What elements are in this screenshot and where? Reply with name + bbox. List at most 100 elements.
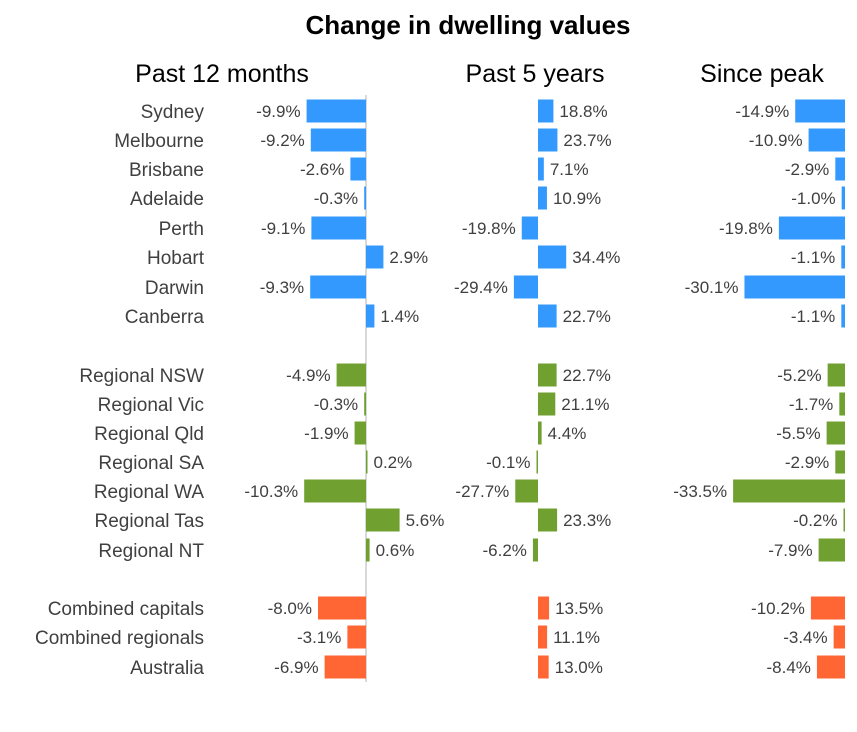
- data-label: 1.4%: [380, 307, 419, 326]
- category-label: Perth: [159, 219, 204, 240]
- data-label: -6.2%: [482, 541, 526, 560]
- bar: [538, 157, 544, 181]
- bar: [366, 508, 400, 532]
- category-label: Adelaide: [130, 189, 204, 210]
- data-label: -2.9%: [785, 160, 829, 179]
- bar: [366, 304, 375, 328]
- category-label: Hobart: [147, 248, 205, 269]
- data-label: 18.8%: [559, 102, 607, 121]
- data-label: -5.2%: [777, 366, 821, 385]
- data-label: -33.5%: [673, 482, 727, 501]
- bar: [538, 363, 557, 387]
- bar: [336, 363, 366, 387]
- data-label: -2.6%: [300, 160, 344, 179]
- category-label: Sydney: [141, 102, 205, 123]
- bar: [538, 304, 557, 328]
- category-label: Combined regionals: [35, 628, 204, 649]
- data-label: 10.9%: [553, 189, 601, 208]
- bar: [366, 245, 384, 269]
- data-label: -9.2%: [260, 131, 304, 150]
- bar: [841, 245, 845, 269]
- category-label: Regional Qld: [94, 424, 204, 445]
- bar: [538, 186, 547, 210]
- data-label: 23.7%: [563, 131, 611, 150]
- category-label: Regional NSW: [79, 366, 204, 387]
- bar: [311, 216, 366, 240]
- data-label: -29.4%: [454, 278, 508, 297]
- bar: [538, 421, 542, 445]
- category-label: Regional NT: [98, 541, 204, 562]
- data-label: -6.9%: [274, 658, 318, 677]
- data-label: 0.2%: [374, 453, 413, 472]
- bar: [513, 275, 538, 299]
- bar: [354, 421, 366, 445]
- data-label: 22.7%: [563, 366, 611, 385]
- data-label: -0.2%: [793, 511, 837, 530]
- data-label: -9.9%: [256, 102, 300, 121]
- data-label: -4.9%: [286, 366, 330, 385]
- bar: [538, 655, 549, 679]
- bar: [827, 363, 845, 387]
- data-label: -0.3%: [314, 189, 358, 208]
- category-label: Regional Tas: [94, 511, 204, 532]
- panel-title-since-peak: Since peak: [700, 60, 824, 88]
- bar: [536, 450, 538, 474]
- data-label: -1.1%: [791, 307, 835, 326]
- data-label: -19.8%: [462, 219, 516, 238]
- bar: [833, 625, 845, 649]
- category-label: Darwin: [145, 278, 204, 299]
- category-label: Regional SA: [98, 453, 204, 474]
- bar: [324, 655, 366, 679]
- data-label: -2.9%: [785, 453, 829, 472]
- data-label: 7.1%: [550, 160, 589, 179]
- bar: [350, 157, 366, 181]
- data-label: 23.3%: [563, 511, 611, 530]
- bar: [816, 655, 845, 679]
- bar: [538, 508, 558, 532]
- category-label: Melbourne: [114, 131, 204, 152]
- bar: [538, 392, 556, 416]
- data-label: -30.1%: [685, 278, 739, 297]
- data-label: 22.7%: [563, 307, 611, 326]
- bar: [835, 157, 845, 181]
- data-label: -0.1%: [486, 453, 530, 472]
- category-label: Brisbane: [129, 160, 204, 181]
- category-label: Regional Vic: [98, 395, 204, 416]
- data-label: -10.2%: [751, 599, 805, 618]
- bar: [841, 186, 845, 210]
- data-label: -1.7%: [789, 395, 833, 414]
- bar: [538, 99, 554, 123]
- data-label: -5.5%: [776, 424, 820, 443]
- bar: [310, 128, 366, 152]
- bar: [839, 392, 845, 416]
- bar: [532, 538, 538, 562]
- bar: [810, 596, 845, 620]
- data-label: 0.6%: [376, 541, 415, 560]
- panel-title-12-months: Past 12 months: [135, 60, 309, 88]
- bar: [538, 128, 558, 152]
- bar: [843, 508, 845, 532]
- data-label: -1.9%: [304, 424, 348, 443]
- data-label: 21.1%: [561, 395, 609, 414]
- bar: [364, 392, 366, 416]
- data-label: -27.7%: [455, 482, 509, 501]
- data-label: -3.1%: [297, 628, 341, 647]
- bar: [366, 538, 370, 562]
- bar: [538, 596, 550, 620]
- bar: [795, 99, 845, 123]
- data-label: 4.4%: [548, 424, 587, 443]
- bar: [538, 625, 548, 649]
- category-label: Combined capitals: [48, 599, 204, 620]
- bar: [841, 304, 845, 328]
- bar: [521, 216, 538, 240]
- bar: [808, 128, 845, 152]
- data-label: -7.9%: [768, 541, 812, 560]
- bar: [310, 275, 366, 299]
- category-label: Regional WA: [94, 482, 205, 503]
- data-label: -10.9%: [749, 131, 803, 150]
- bar: [304, 479, 366, 503]
- data-label: 2.9%: [389, 248, 428, 267]
- bar: [733, 479, 845, 503]
- bar: [515, 479, 538, 503]
